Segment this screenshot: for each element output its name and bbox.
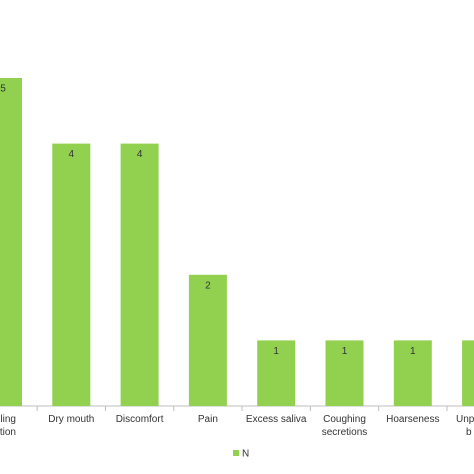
value-label: 1 — [273, 346, 279, 357]
bar — [393, 340, 432, 406]
legend-label: N — [242, 449, 249, 460]
value-label: 1 — [342, 346, 348, 357]
bar — [188, 274, 227, 406]
x-tick-label: llingcation — [0, 414, 16, 438]
x-tick-label: Unp b — [456, 414, 474, 438]
value-label: 4 — [69, 149, 75, 160]
bar — [0, 78, 22, 406]
bar — [462, 340, 474, 406]
value-label: 4 — [137, 149, 143, 160]
legend-swatch — [233, 450, 239, 456]
x-tick-label: Pain — [198, 414, 218, 425]
value-label: 2 — [205, 280, 211, 291]
x-tick-label: Coughing secretions — [322, 414, 368, 438]
x-tick-label: Discomfort — [116, 414, 164, 425]
bar — [257, 340, 296, 406]
value-label: 1 — [410, 346, 416, 357]
x-tick-label: Excess saliva — [246, 414, 307, 425]
x-tick-label: Dry mouth — [48, 414, 94, 425]
bar — [120, 143, 159, 406]
value-label: 5 — [0, 84, 6, 95]
bar — [325, 340, 364, 406]
bar — [52, 143, 91, 406]
x-tick-label: Hoarseness — [386, 414, 439, 425]
